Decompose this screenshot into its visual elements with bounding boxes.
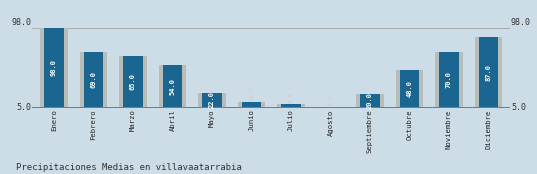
Text: 54.0: 54.0 (170, 78, 176, 95)
Text: 98.0: 98.0 (51, 59, 57, 76)
Bar (478, 37, 498, 107)
Text: 5.0: 5.0 (328, 94, 333, 106)
Text: Precipitaciones Medias en villavaatarrabia: Precipitaciones Medias en villavaatarrab… (16, 163, 242, 172)
Text: 70.0: 70.0 (446, 71, 452, 88)
Text: 5.0: 5.0 (511, 102, 526, 112)
Bar (198, 93, 226, 107)
Bar (119, 56, 147, 107)
Bar (84, 52, 103, 107)
Bar (360, 94, 380, 107)
Text: 8.0: 8.0 (288, 92, 293, 103)
Bar (277, 104, 305, 107)
Bar (400, 70, 419, 107)
Bar (475, 37, 502, 107)
Text: 20.0: 20.0 (367, 92, 373, 109)
Bar (435, 52, 463, 107)
Text: 65.0: 65.0 (130, 73, 136, 90)
Bar (396, 70, 423, 107)
Text: 69.0: 69.0 (90, 71, 97, 88)
Bar (202, 93, 222, 107)
Text: 48.0: 48.0 (407, 80, 412, 97)
Bar (79, 52, 107, 107)
Text: 98.0: 98.0 (511, 18, 531, 27)
Bar (237, 102, 265, 107)
Bar (123, 56, 143, 107)
Bar (439, 52, 459, 107)
Bar (242, 102, 262, 107)
Bar (158, 65, 186, 107)
Text: 98.0: 98.0 (11, 18, 32, 27)
Bar (281, 104, 301, 107)
Text: 5.0: 5.0 (17, 102, 32, 112)
Text: 11.0: 11.0 (249, 86, 254, 101)
Bar (40, 28, 68, 107)
Text: 22.0: 22.0 (209, 91, 215, 108)
Bar (356, 94, 384, 107)
Bar (44, 28, 64, 107)
Text: 87.0: 87.0 (485, 64, 491, 81)
Bar (163, 65, 183, 107)
